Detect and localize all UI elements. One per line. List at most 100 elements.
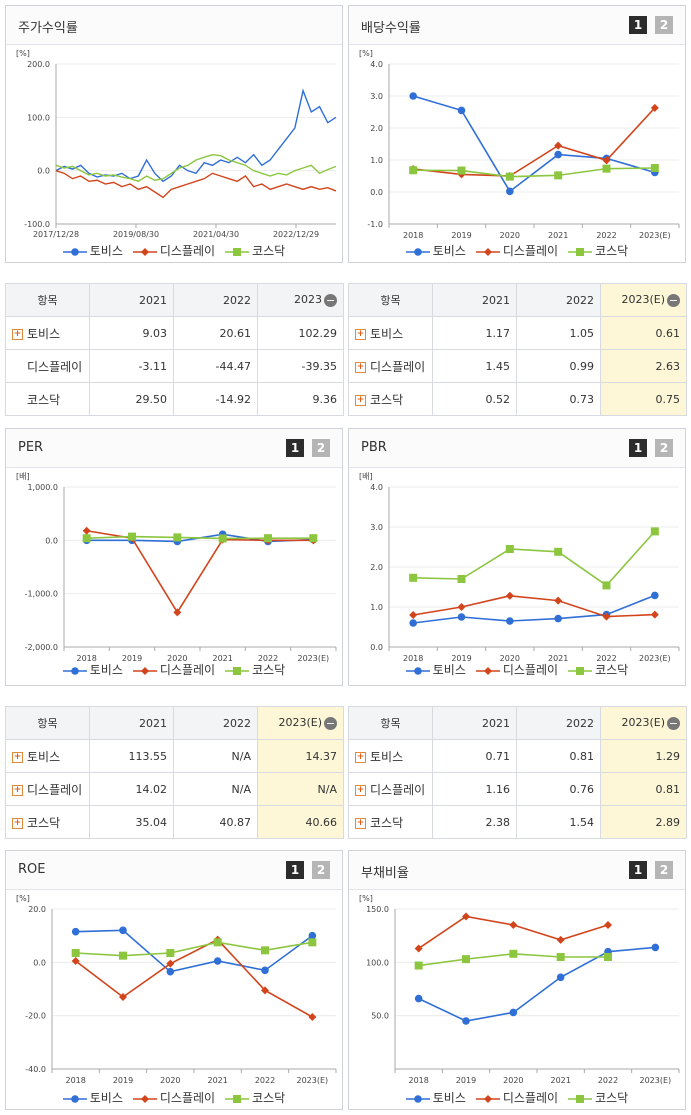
page-2-button[interactable]: 2: [312, 861, 330, 879]
page-1-button[interactable]: 1: [286, 861, 304, 879]
table-row: + 토비스 1.17 1.05 0.61: [348, 316, 687, 350]
data-point: [556, 935, 565, 944]
x-tick-label: 2023(E): [639, 654, 671, 663]
x-tick-label: 2020: [167, 654, 187, 663]
panel-title: PBR: [361, 440, 387, 455]
expand-row-icon[interactable]: +: [355, 394, 366, 406]
collapse-column-icon[interactable]: −: [324, 293, 337, 307]
roe-chart: [%] 20.0 0.0 -20.0 -40.0 2018 2019 2020 2021 2022…: [16, 894, 337, 1085]
page-2-button[interactable]: 2: [655, 16, 673, 34]
column-header: 2021: [89, 283, 174, 317]
expand-row-icon[interactable]: +: [12, 328, 23, 340]
data-point: [554, 596, 563, 605]
data-point: [556, 953, 565, 961]
page-1-button[interactable]: 1: [629, 16, 647, 34]
column-header: 2023(E) −: [257, 706, 344, 740]
expand-row-icon[interactable]: +: [355, 751, 366, 763]
legend-item: 코스닥: [568, 661, 628, 678]
data-point: [119, 951, 127, 960]
legend-label: 코스닥: [595, 1091, 629, 1105]
data-point: [554, 547, 563, 556]
table-cell: 0.71: [432, 739, 517, 773]
page-1-button[interactable]: 1: [286, 439, 304, 457]
chart-legend: 토비스 디스플레이 코스닥: [6, 242, 342, 259]
column-header-label: 2023(E): [621, 293, 665, 307]
y-tick-label: 100.0: [366, 958, 389, 967]
y-tick-label: 3.0: [370, 92, 383, 101]
expand-row-icon[interactable]: +: [355, 784, 366, 796]
legend-marker: [233, 1094, 242, 1103]
y-tick-label: 1,000.0: [27, 483, 58, 492]
page-1-button[interactable]: 1: [629, 439, 647, 457]
expand-row-icon[interactable]: +: [355, 361, 366, 373]
legend-label: 코스닥: [252, 663, 286, 677]
legend-label: 토비스: [432, 244, 466, 258]
legend-item: 토비스: [405, 242, 466, 259]
panel-header: PBR 1 2: [349, 429, 685, 468]
data-point: [556, 973, 565, 982]
legend-label: 디스플레이: [502, 663, 559, 677]
legend-label: 디스플레이: [159, 244, 216, 258]
legend-label: 디스플레이: [502, 244, 559, 258]
expand-row-icon[interactable]: +: [355, 328, 366, 340]
legend-marker-icon: [225, 247, 250, 256]
x-tick-label: 2022: [596, 231, 616, 240]
table-row: + 코스닥 0.52 0.73 0.75: [348, 382, 687, 416]
row-label-cell: + 토비스: [5, 739, 90, 773]
page-2-button[interactable]: 2: [655, 861, 673, 879]
row-label-cell: + 디스플레이: [348, 772, 433, 806]
x-tick-label: 2021: [548, 654, 568, 663]
y-unit-label: [배]: [16, 472, 30, 481]
expand-row-icon[interactable]: +: [12, 784, 23, 796]
panel-title: ROE: [18, 862, 46, 877]
page-1-button[interactable]: 1: [629, 861, 647, 879]
legend-label: 디스플레이: [502, 1091, 559, 1105]
data-point: [173, 533, 182, 542]
collapse-column-icon[interactable]: −: [324, 716, 337, 730]
row-label: 디스플레이: [370, 782, 426, 797]
table-cell: 2.89: [600, 805, 687, 839]
legend-marker: [483, 1094, 492, 1103]
legend-marker-icon: [475, 1094, 500, 1103]
legend-item: 토비스: [62, 661, 123, 678]
table-cell: 14.02: [89, 772, 174, 806]
collapse-column-icon[interactable]: −: [667, 716, 680, 730]
collapse-column-icon[interactable]: −: [667, 293, 680, 307]
data-point: [462, 1017, 470, 1025]
page-2-button[interactable]: 2: [655, 439, 673, 457]
table-cell: 9.03: [89, 316, 174, 350]
expand-row-icon[interactable]: +: [12, 817, 23, 829]
data-point: [462, 912, 470, 921]
legend-label: 코스닥: [252, 1091, 286, 1105]
expand-row-icon[interactable]: +: [355, 817, 366, 829]
chart-legend: 토비스 디스플레이 코스닥: [349, 661, 685, 678]
x-tick-label: 2021: [207, 1076, 227, 1085]
table-cell: 113.55: [89, 739, 174, 773]
y-tick-label: 0.0: [33, 958, 46, 967]
legend-item: 디스플레이: [475, 661, 559, 678]
data-point: [509, 1008, 518, 1017]
chart-legend: 토비스 디스플레이 코스닥: [6, 661, 342, 678]
data-point: [509, 921, 518, 929]
y-tick-label: -20.0: [25, 1012, 46, 1021]
legend-marker: [576, 247, 585, 256]
series-line-1: [55, 170, 337, 199]
data-point: [506, 617, 514, 625]
x-tick-label: 2019: [113, 1076, 133, 1085]
chart-legend: 토비스 디스플레이 코스닥: [349, 242, 685, 259]
table-cell: 1.16: [432, 772, 517, 806]
column-header-label: 2022: [223, 293, 251, 307]
table-cell: 29.50: [89, 382, 174, 416]
dividend-yield-panel: 배당수익률 1 2 [%] 4.0 3.0 2.0 1.0 0.0 -1.0 2018 2019…: [348, 5, 686, 263]
series-line-1: [86, 529, 314, 614]
data-point: [650, 527, 659, 536]
legend-marker: [413, 666, 422, 675]
table-cell: 0.76: [516, 772, 601, 806]
data-point: [505, 591, 514, 600]
legend-item: 코스닥: [225, 1089, 285, 1106]
table-cell: N/A: [173, 739, 258, 773]
expand-row-icon[interactable]: +: [12, 751, 23, 763]
data-point: [119, 993, 127, 1001]
row-label-cell: + 토비스: [348, 739, 433, 773]
page-2-button[interactable]: 2: [312, 439, 330, 457]
